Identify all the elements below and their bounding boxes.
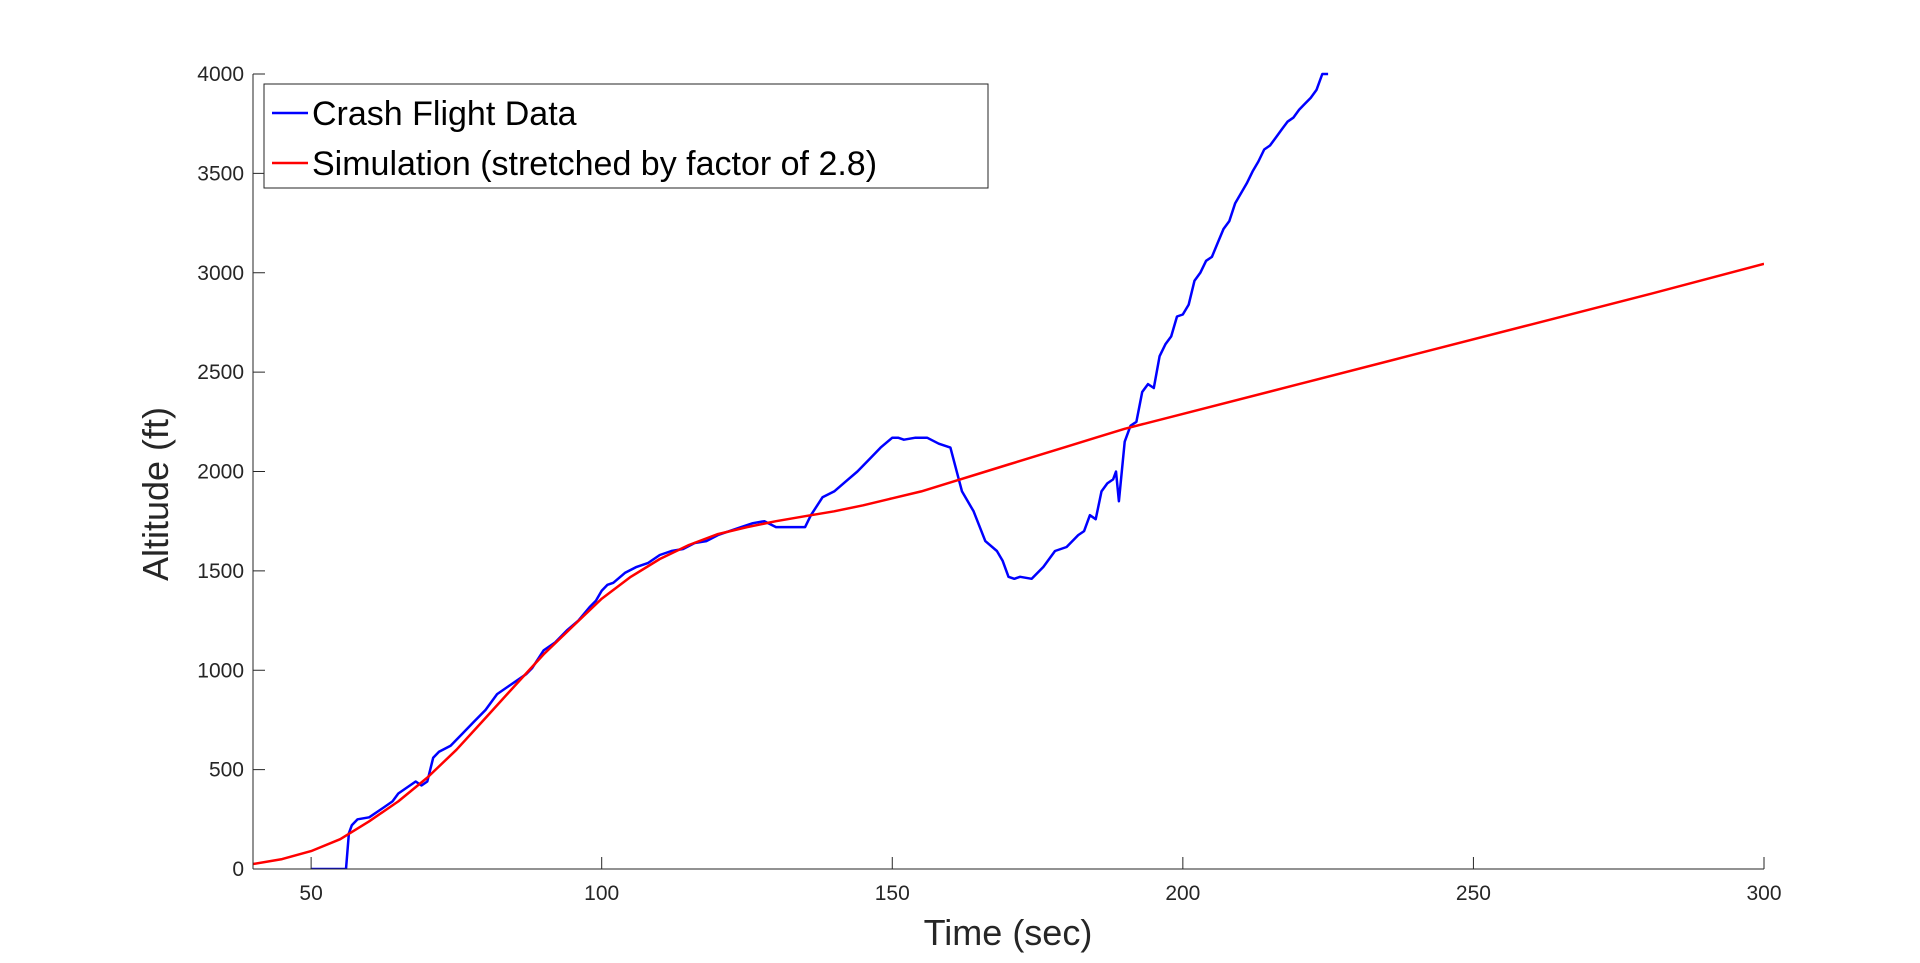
x-tick-label: 50 [299,882,322,905]
y-tick-label: 2500 [197,361,244,384]
y-tick-label: 1500 [197,560,244,583]
x-tick-label: 200 [1165,882,1200,905]
legend-box [263,83,989,189]
y-tick-label: 3500 [197,162,244,185]
y-tick-label: 500 [209,759,244,782]
legend-label-simulation: Simulation (stretched by factor of 2.8) [312,145,877,183]
y-tick-label: 4000 [197,63,244,86]
y-tick-label: 2000 [197,461,244,484]
axes-layer: 50 100 150 200 250 30005001000150020002500300… [197,63,1781,905]
legend-label-crash-flight-data: Crash Flight Data [312,95,577,133]
y-axis-title: Altitude (ft) [135,407,176,581]
series-line-crash-flight-data [311,72,1329,869]
x-axis-title: Time (sec) [924,912,1093,953]
y-tick-label: 1000 [197,659,244,682]
plot-area: 50 100 150 200 250 30005001000150020002500300… [197,63,1781,905]
x-tick-label: 300 [1746,882,1781,905]
x-tick-label: 250 [1456,882,1491,905]
series-layer [253,72,1764,869]
legend: Crash Flight Data Simulation (stretched … [263,83,989,189]
series-line-simulation [253,262,1764,866]
y-tick-label: 3000 [197,262,244,285]
x-tick-label: 150 [875,882,910,905]
x-tick-label: 100 [584,882,619,905]
y-tick-label: 0 [232,858,244,881]
